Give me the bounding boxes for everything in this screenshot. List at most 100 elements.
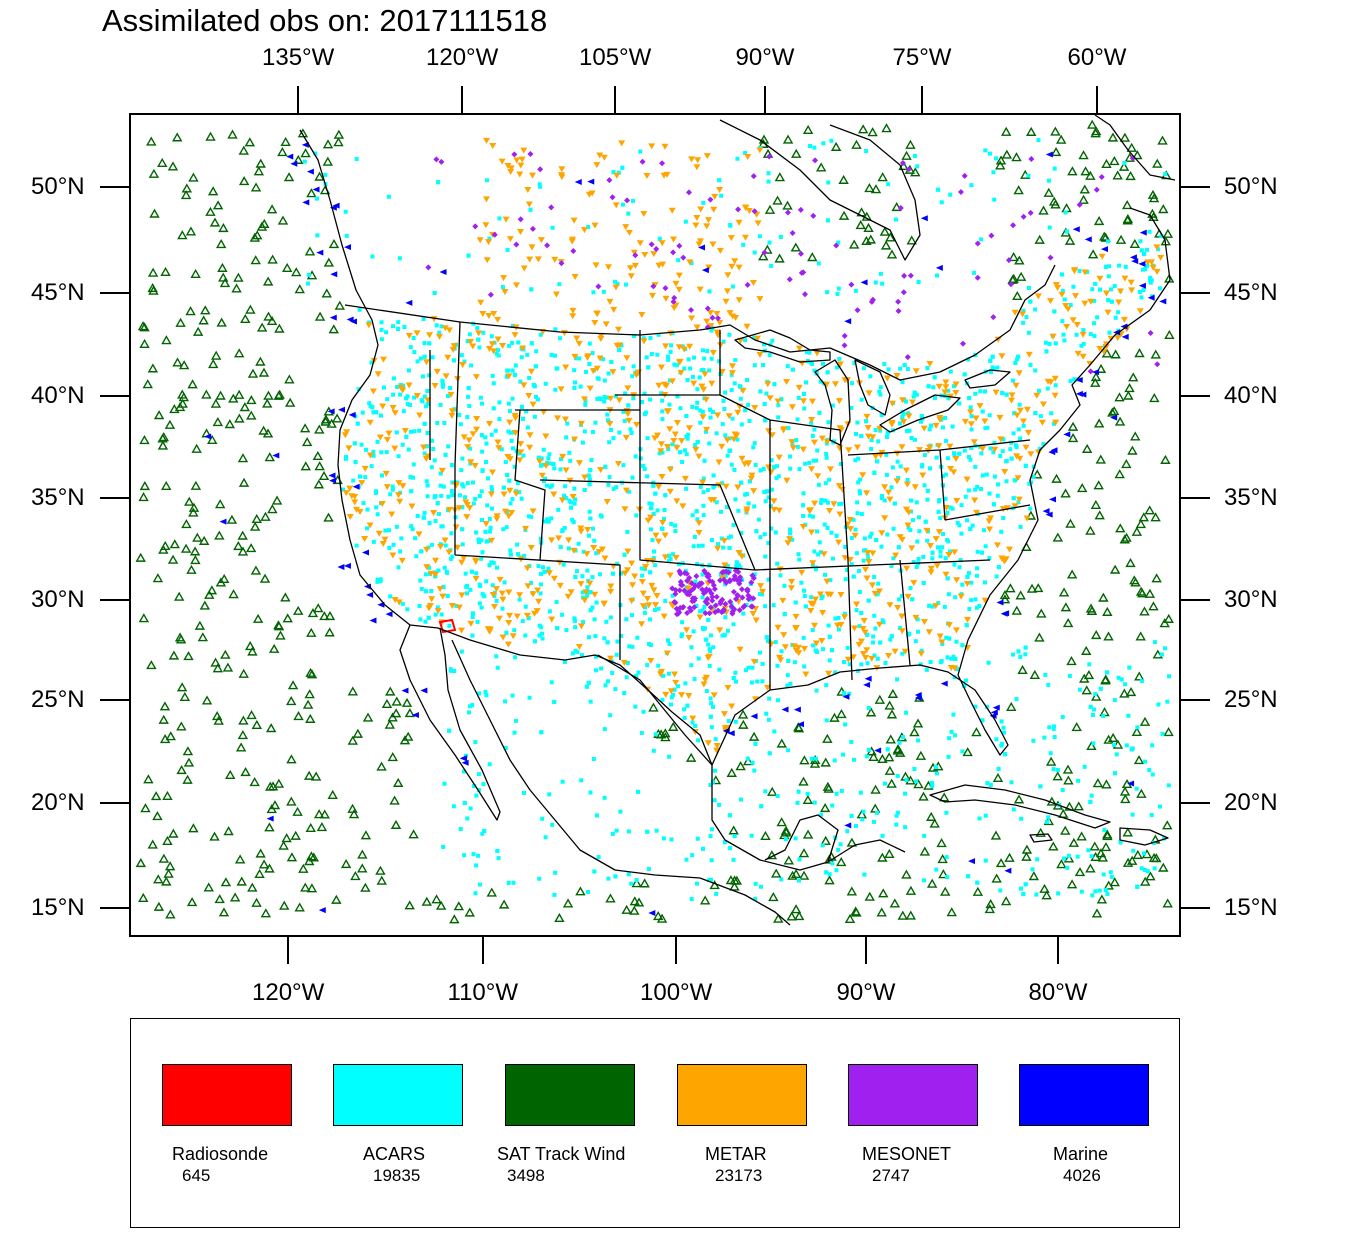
metar-marker	[729, 313, 737, 320]
acars-marker	[649, 352, 654, 357]
acars-marker	[460, 482, 465, 487]
acars-marker	[794, 437, 799, 442]
sat-wind-marker	[1119, 786, 1131, 796]
acars-marker	[1076, 778, 1081, 783]
acars-marker	[365, 507, 370, 512]
acars-marker	[506, 880, 511, 885]
acars-marker	[882, 361, 887, 366]
acars-marker	[940, 425, 945, 430]
acars-marker	[603, 683, 608, 688]
sat-wind-marker	[1131, 526, 1143, 536]
metar-marker	[1070, 268, 1078, 275]
metar-marker	[1157, 254, 1165, 261]
sat-wind-marker	[240, 766, 251, 777]
acars-marker	[699, 368, 704, 373]
acars-marker	[725, 564, 730, 569]
acars-marker	[795, 444, 800, 449]
acars-marker	[460, 456, 465, 461]
acars-marker	[691, 355, 696, 360]
acars-marker	[836, 847, 841, 852]
sat-wind-marker	[340, 858, 352, 869]
acars-marker	[650, 538, 655, 543]
legend-swatch	[333, 1064, 463, 1126]
sat-wind-marker	[299, 423, 311, 433]
sat-wind-marker	[255, 848, 266, 858]
acars-marker	[601, 357, 606, 362]
acars-marker	[772, 382, 777, 387]
sat-wind-marker	[1066, 569, 1078, 579]
acars-marker	[547, 461, 552, 466]
sat-wind-marker	[1160, 454, 1171, 464]
acars-marker	[602, 636, 607, 641]
acars-marker	[802, 594, 807, 599]
acars-marker	[752, 572, 757, 577]
acars-marker	[1046, 815, 1051, 820]
sat-wind-marker	[362, 712, 374, 722]
sat-wind-marker	[1122, 215, 1133, 225]
acars-marker	[878, 392, 883, 397]
acars-marker	[440, 382, 445, 387]
acars-marker	[1003, 752, 1008, 757]
acars-marker	[811, 643, 816, 648]
acars-marker	[540, 816, 545, 821]
acars-marker	[425, 483, 430, 488]
sat-wind-marker	[1119, 688, 1130, 698]
acars-marker	[967, 607, 972, 612]
acars-marker	[1048, 751, 1053, 756]
sat-wind-marker	[234, 348, 245, 358]
acars-marker	[510, 368, 515, 373]
metar-marker	[505, 620, 513, 627]
acars-marker	[526, 514, 531, 519]
observation-markers	[135, 119, 1175, 924]
sat-wind-marker	[1126, 142, 1137, 152]
acars-marker	[766, 179, 771, 184]
acars-marker	[978, 389, 983, 394]
metar-marker	[798, 569, 806, 576]
sat-wind-marker	[886, 778, 897, 788]
acars-marker	[925, 488, 930, 493]
acars-marker	[1018, 436, 1023, 441]
acars-marker	[1159, 234, 1164, 239]
acars-marker	[1015, 357, 1020, 362]
acars-marker	[1139, 679, 1144, 684]
metar-marker	[693, 164, 701, 171]
acars-marker	[599, 514, 604, 519]
sat-wind-marker	[162, 790, 173, 801]
acars-marker	[680, 632, 685, 637]
acars-marker	[987, 556, 992, 561]
sat-wind-marker	[165, 731, 176, 741]
acars-marker	[1097, 888, 1102, 893]
acars-marker	[870, 640, 875, 645]
metar-marker	[910, 580, 918, 587]
acars-marker	[823, 481, 828, 486]
acars-marker	[698, 408, 703, 413]
metar-marker	[836, 425, 844, 432]
acars-marker	[768, 504, 773, 509]
metar-marker	[987, 515, 995, 522]
acars-marker	[441, 844, 446, 849]
acars-marker	[673, 523, 678, 528]
acars-marker	[708, 415, 713, 420]
sat-wind-marker	[139, 480, 151, 491]
acars-marker	[1061, 332, 1066, 337]
acars-marker	[812, 549, 817, 554]
metar-marker	[564, 593, 572, 600]
acars-marker	[967, 455, 972, 460]
acars-marker	[729, 388, 734, 393]
acars-marker	[581, 549, 586, 554]
acars-marker	[596, 376, 601, 381]
sat-wind-marker	[210, 350, 222, 360]
metar-marker	[473, 415, 481, 422]
acars-marker	[647, 642, 652, 647]
acars-marker	[676, 562, 681, 567]
acars-marker	[842, 691, 847, 696]
metar-marker	[904, 593, 912, 600]
acars-marker	[797, 557, 802, 562]
acars-marker	[537, 876, 542, 881]
sat-wind-marker	[1162, 820, 1173, 830]
acars-marker	[1160, 731, 1165, 736]
metar-marker	[383, 436, 391, 443]
acars-marker	[1098, 287, 1103, 292]
acars-marker	[1145, 247, 1150, 252]
metar-marker	[788, 404, 796, 411]
